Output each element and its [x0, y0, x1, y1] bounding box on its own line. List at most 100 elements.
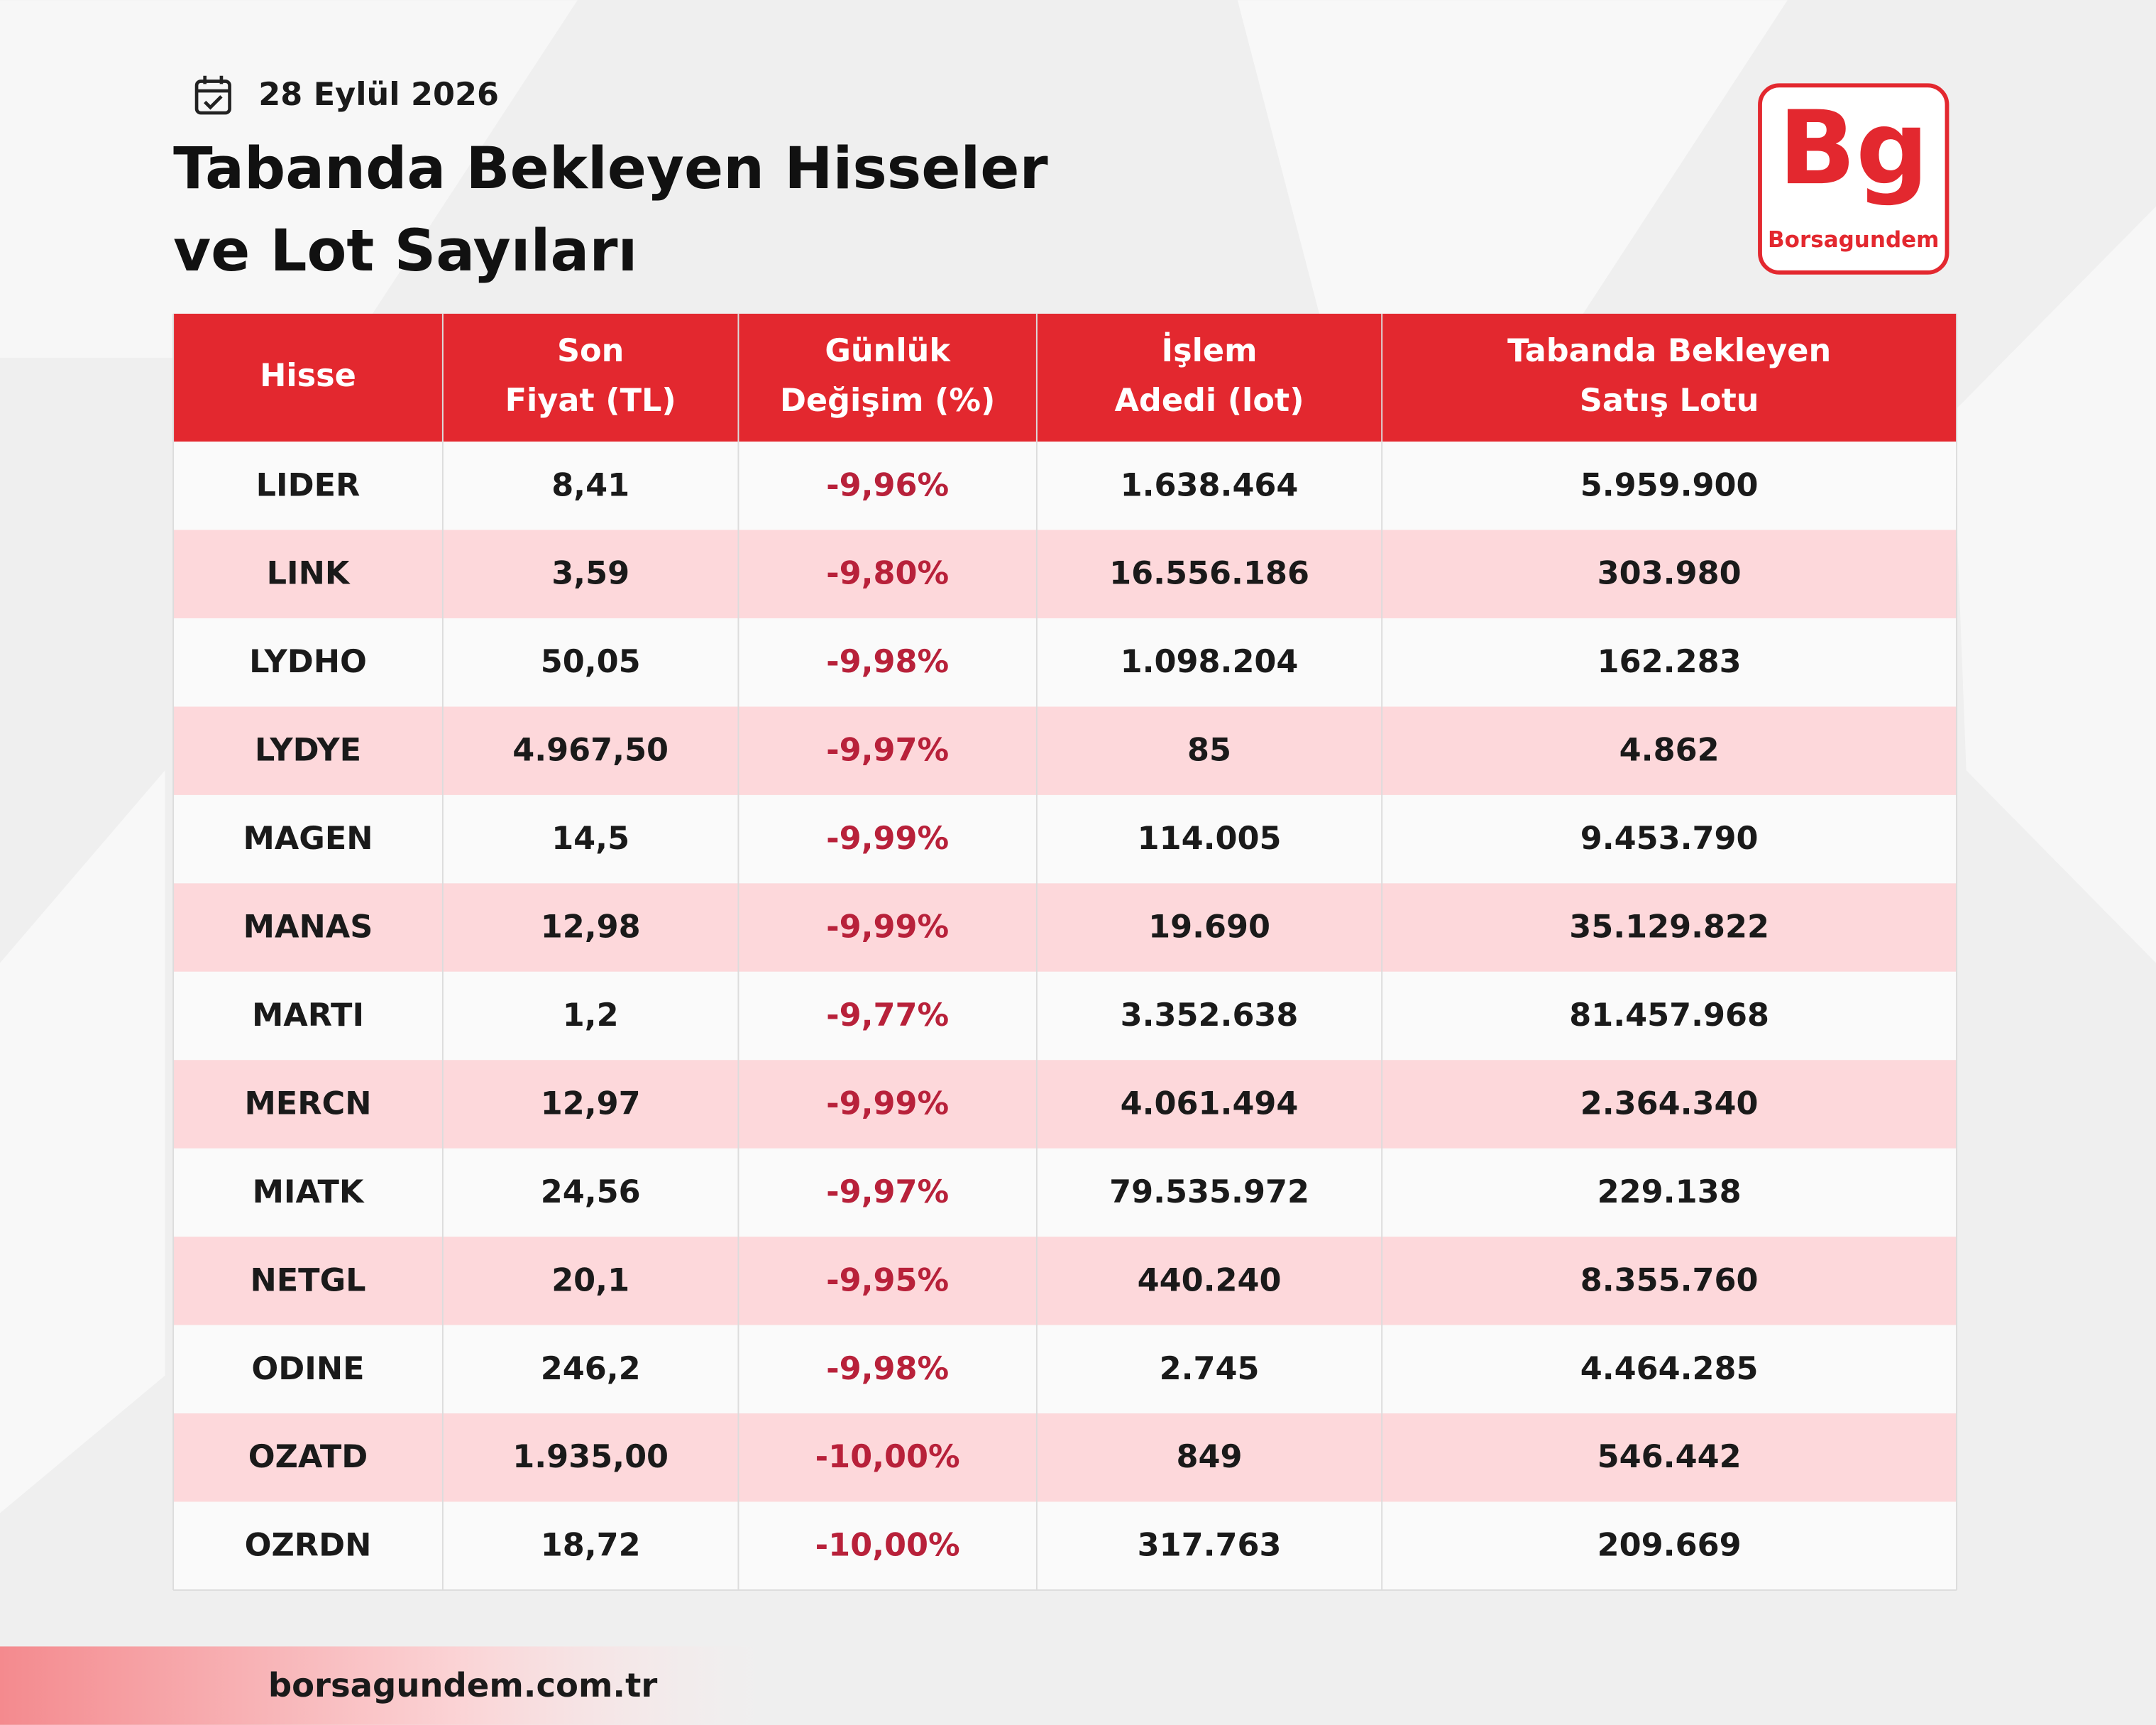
table-cell: 81.457.968	[1569, 997, 1769, 1034]
table-row	[173, 971, 1957, 1061]
bg-shape	[0, 0, 578, 358]
table-cell: 20,1	[551, 1261, 629, 1298]
table-cell: 1.098.204	[1121, 643, 1299, 680]
column-header: Tabanda Bekleyen	[1507, 332, 1831, 369]
table-cell: 317.763	[1138, 1527, 1282, 1564]
table-cell: 18,72	[541, 1527, 641, 1564]
table-cell: 4.464.285	[1580, 1350, 1759, 1387]
table-cell: 35.129.822	[1569, 909, 1769, 946]
table-cell: 12,98	[541, 909, 641, 946]
table-row	[173, 1501, 1957, 1590]
table-cell: -9,99%	[826, 909, 949, 946]
table-cell: -9,77%	[826, 997, 949, 1034]
column-header: Satış Lotu	[1580, 382, 1759, 419]
table-cell: MIATK	[253, 1173, 365, 1210]
table-row	[173, 1060, 1957, 1149]
table-cell: 50,05	[541, 643, 641, 680]
logo-name: Borsagundem	[1768, 227, 1939, 253]
table-row	[173, 706, 1957, 795]
table-cell: -9,95%	[826, 1261, 949, 1298]
table-cell: 14,5	[551, 820, 629, 857]
table-row	[173, 530, 1957, 619]
table-cell: -9,97%	[826, 1173, 949, 1210]
table-row	[173, 1237, 1957, 1325]
table-row	[173, 618, 1957, 707]
column-header: Son	[557, 332, 624, 369]
table-cell: 1.935,00	[512, 1438, 669, 1475]
table-cell: 162.283	[1597, 643, 1742, 680]
table-cell: 114.005	[1138, 820, 1282, 857]
table-cell: ODINE	[251, 1350, 364, 1387]
calendar-icon	[194, 75, 231, 115]
bg-shape	[0, 770, 165, 1513]
table-cell: 303.980	[1597, 555, 1742, 592]
date: 28 Eylül 2026	[258, 76, 499, 113]
table-cell: 16.556.186	[1109, 555, 1309, 592]
table-cell: 440.240	[1138, 1261, 1282, 1298]
table-cell: -10,00%	[815, 1438, 960, 1475]
table-row	[173, 1325, 1957, 1414]
logo: Bg Borsagundem	[1758, 83, 1949, 275]
table-cell: 4.061.494	[1121, 1085, 1299, 1122]
table-cell: 849	[1177, 1438, 1243, 1475]
table-cell: MARTI	[252, 997, 364, 1034]
footer-url: borsagundem.com.tr	[268, 1666, 658, 1704]
table-cell: 85	[1187, 732, 1231, 769]
table-cell: 79.535.972	[1109, 1173, 1309, 1210]
table: Hisse Son Fiyat (TL) Günlük Değişim (%) İşlem…	[172, 313, 1958, 1591]
table-cell: MERCN	[244, 1085, 371, 1122]
table-row	[173, 1148, 1957, 1237]
table-cell: 1,2	[563, 997, 619, 1034]
column-header: Fiyat (TL)	[505, 382, 676, 419]
bg-shape	[1952, 206, 2156, 963]
table-cell: -9,98%	[826, 643, 949, 680]
table-cell: 9.453.790	[1580, 820, 1759, 857]
column-header: İşlem	[1162, 332, 1258, 369]
table-cell: 209.669	[1597, 1527, 1742, 1564]
footer-band	[0, 1646, 764, 1725]
table-cell: 5.959.900	[1580, 466, 1759, 503]
table-cell: 2.745	[1160, 1350, 1260, 1387]
table-cell: LYDYE	[255, 732, 361, 769]
table-cell: MAGEN	[243, 820, 373, 857]
table-row	[173, 883, 1957, 972]
table-row	[173, 442, 1957, 530]
table-cell: 246,2	[541, 1350, 641, 1387]
table-cell: 24,56	[541, 1173, 641, 1210]
table-cell: NETGL	[250, 1261, 365, 1298]
table-cell: 229.138	[1597, 1173, 1742, 1210]
bg-shape	[1237, 0, 1788, 317]
table-cell: OZRDN	[245, 1527, 372, 1564]
column-header: Günlük	[825, 332, 951, 369]
table-header	[173, 313, 1957, 442]
table-cell: 4.862	[1619, 732, 1720, 769]
table-cell: LYDHO	[249, 643, 367, 680]
table-cell: 3.352.638	[1121, 997, 1299, 1034]
table-cell: 4.967,50	[512, 732, 669, 769]
table-cell: -9,99%	[826, 1085, 949, 1122]
table-cell: 1.638.464	[1121, 466, 1299, 503]
table-cell: -10,00%	[815, 1527, 960, 1564]
table-cell: 3,59	[551, 555, 629, 592]
table-cell: -9,80%	[826, 555, 949, 592]
table-cell: MANAS	[243, 909, 373, 946]
table-cell: -9,97%	[826, 732, 949, 769]
title: Tabanda Bekleyen Hisseler	[173, 135, 1047, 202]
table-cell: -9,98%	[826, 1350, 949, 1387]
logo-mark: Bg	[1778, 89, 1929, 207]
table-cell: 12,97	[541, 1085, 641, 1122]
table-row	[173, 1413, 1957, 1502]
table-cell: 2.364.340	[1580, 1085, 1759, 1122]
column-header: Değişim (%)	[780, 382, 995, 419]
table-cell: LIDER	[256, 466, 361, 503]
table-cell: 8,41	[551, 466, 629, 503]
table-cell: OZATD	[248, 1438, 368, 1475]
table-cell: -9,96%	[826, 466, 949, 503]
table-cell: 19.690	[1148, 909, 1270, 946]
title: ve Lot Sayıları	[173, 217, 637, 285]
table-row	[173, 794, 1957, 884]
table-cell: 546.442	[1597, 1438, 1742, 1475]
table-cell: -9,99%	[826, 820, 949, 857]
